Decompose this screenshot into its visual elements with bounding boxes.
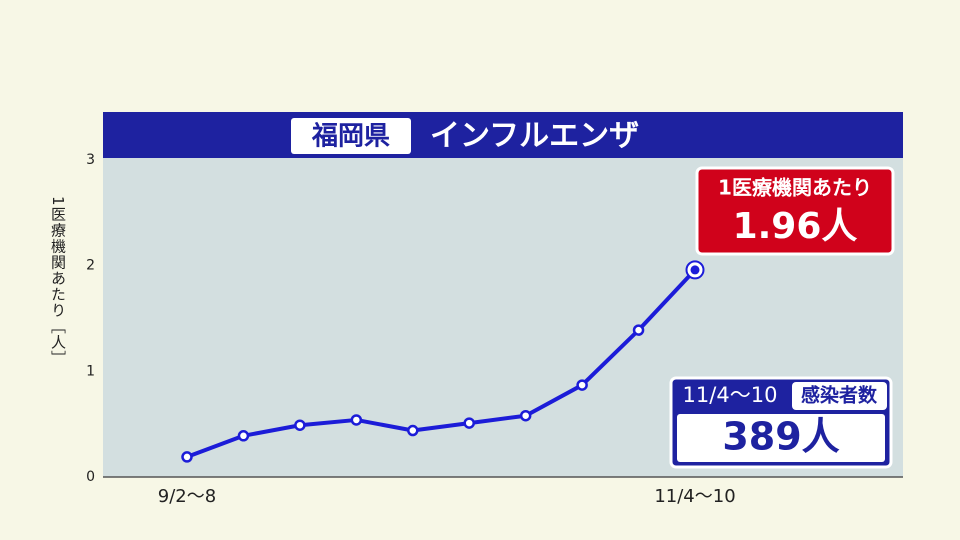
point [350,414,363,426]
count-value: 389人 [722,415,839,459]
y-tick-label: 1 [86,363,95,379]
point [690,265,700,275]
y-tick-label: 2 [86,258,95,274]
point [237,430,250,442]
count-period: 11/4〜10 [683,383,778,407]
y-tick-label: 0 [86,469,95,485]
y-tick-label: 3 [86,152,95,168]
point [181,451,193,463]
point [576,379,588,391]
count-value-box [677,414,885,462]
count-label: 感染者数 [801,384,878,407]
point [407,424,419,437]
x-tick-label: 11/4〜10 [654,486,735,507]
count-label-box [792,382,887,410]
region-box [291,118,411,154]
point [294,419,306,431]
value-label: 1.96人 [733,206,858,247]
point [632,324,645,336]
region: 福岡県 [311,122,390,152]
header-bar [103,112,903,158]
y-axis-label: 1医療機関あたり［人］ [49,196,67,367]
series-line [186,268,697,459]
x-tick-label: 9/2〜8 [158,486,216,507]
chart-title: インフルエンザ [430,119,639,154]
point [519,409,532,422]
callout-box [695,166,895,256]
callout-label: 1医療機関あたり [718,176,872,200]
point [463,417,475,429]
